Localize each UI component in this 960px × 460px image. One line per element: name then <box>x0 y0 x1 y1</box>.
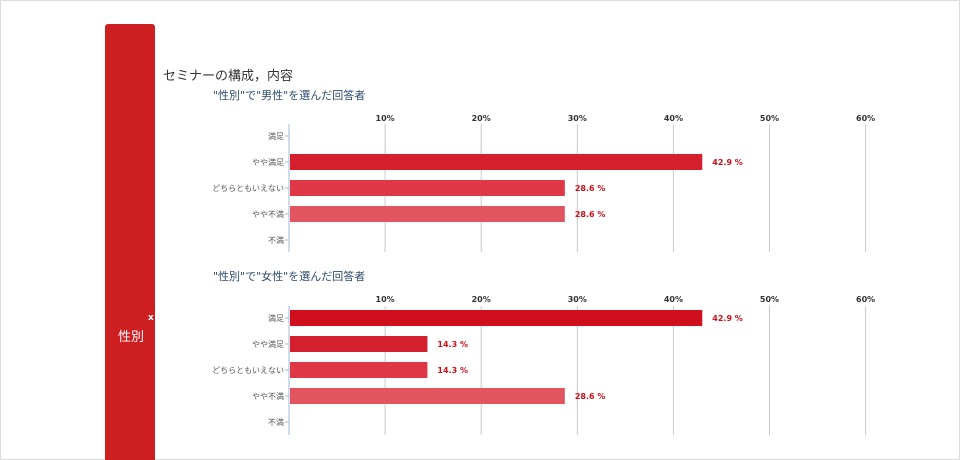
data-label: 42.9 % <box>712 314 743 323</box>
category-label: 満足 <box>268 132 284 141</box>
bar <box>290 154 703 170</box>
data-label: 42.9 % <box>712 158 743 167</box>
category-label: やや不満 <box>252 210 284 219</box>
category-label: どちらともいえない <box>212 366 284 375</box>
gender-filter-tab[interactable]: x 性別 <box>105 24 155 460</box>
x-tick-label: 20% <box>472 114 491 123</box>
x-tick-label: 60% <box>856 295 875 304</box>
data-label: 28.6 % <box>575 392 606 401</box>
x-tick-label: 50% <box>760 114 779 123</box>
category-label: 満足 <box>268 314 284 323</box>
x-tick-label: 30% <box>568 114 587 123</box>
x-tick-label: 40% <box>664 295 683 304</box>
close-icon[interactable]: x <box>148 313 154 323</box>
section-title: セミナーの構成，内容 <box>163 69 294 84</box>
x-tick-label: 10% <box>376 295 395 304</box>
data-label: 28.6 % <box>575 210 606 219</box>
x-tick-label: 50% <box>760 295 779 304</box>
data-label: 28.6 % <box>575 184 606 193</box>
bar <box>290 336 428 352</box>
x-tick-label: 40% <box>664 114 683 123</box>
category-label: やや不満 <box>252 392 284 401</box>
chart-title: "性別"で"女性"を選んだ回答者 <box>213 269 365 283</box>
category-label: やや満足 <box>252 158 284 167</box>
x-tick-label: 30% <box>568 295 587 304</box>
category-label: 不満 <box>268 418 284 427</box>
category-label: どちらともいえない <box>212 184 284 193</box>
x-tick-label: 20% <box>472 295 491 304</box>
data-label: 14.3 % <box>437 366 468 375</box>
bar <box>290 180 565 196</box>
bar <box>290 310 703 326</box>
category-label: 不満 <box>268 236 284 245</box>
x-tick-label: 10% <box>376 114 395 123</box>
bar <box>290 362 428 378</box>
x-tick-label: 60% <box>856 114 875 123</box>
category-label: やや満足 <box>252 340 284 349</box>
chart-title: "性別"で"男性"を選んだ回答者 <box>213 88 365 102</box>
bar <box>290 206 565 222</box>
data-label: 14.3 % <box>437 340 468 349</box>
bar <box>290 388 565 404</box>
gender-filter-label: 性別 <box>118 330 145 345</box>
